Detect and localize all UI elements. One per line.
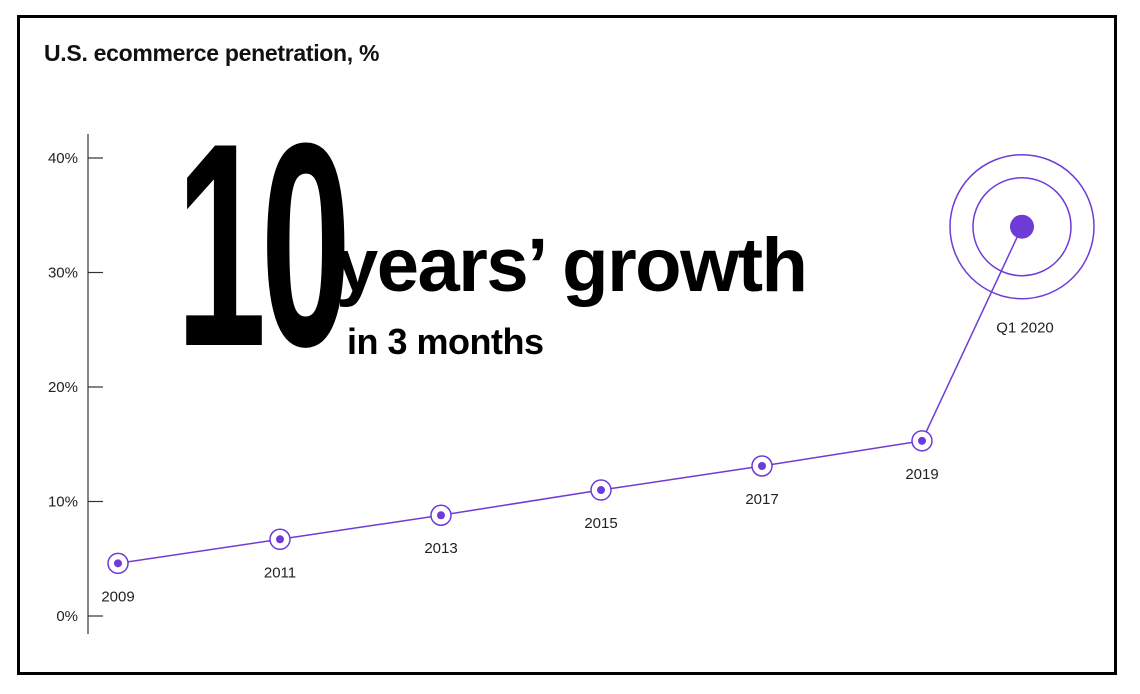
data-point bbox=[1010, 214, 1034, 239]
highlight-ring-inner bbox=[972, 176, 1072, 277]
y-tick-label: 0% bbox=[56, 608, 78, 625]
x-tick-label: 2011 bbox=[264, 564, 296, 581]
y-tick-label: 10% bbox=[48, 494, 78, 511]
y-tick-label: 40% bbox=[48, 150, 78, 167]
chart-title: U.S. ecommerce penetration, % bbox=[44, 40, 380, 66]
annotation-subhead: in 3 months bbox=[347, 321, 544, 362]
annotation-number: 10 bbox=[176, 83, 351, 407]
data-point bbox=[437, 511, 445, 520]
y-tick-label: 30% bbox=[48, 265, 78, 282]
data-point bbox=[597, 486, 605, 495]
x-tick-label: 2015 bbox=[584, 515, 617, 532]
data-point bbox=[276, 535, 284, 544]
x-tick-label: 2017 bbox=[745, 491, 778, 508]
x-tick-label: Q1 2020 bbox=[996, 320, 1054, 337]
x-tick-label: 2019 bbox=[905, 466, 938, 483]
x-tick-label: 2013 bbox=[424, 540, 457, 557]
data-point bbox=[758, 462, 766, 471]
y-tick-label: 20% bbox=[48, 379, 78, 396]
chart-frame bbox=[17, 15, 1117, 675]
x-tick-label: 2009 bbox=[101, 588, 134, 605]
data-point bbox=[114, 559, 122, 568]
annotation-headline: years’ growth bbox=[336, 223, 808, 308]
data-point bbox=[918, 436, 926, 445]
highlight-ring-outer bbox=[949, 153, 1095, 300]
